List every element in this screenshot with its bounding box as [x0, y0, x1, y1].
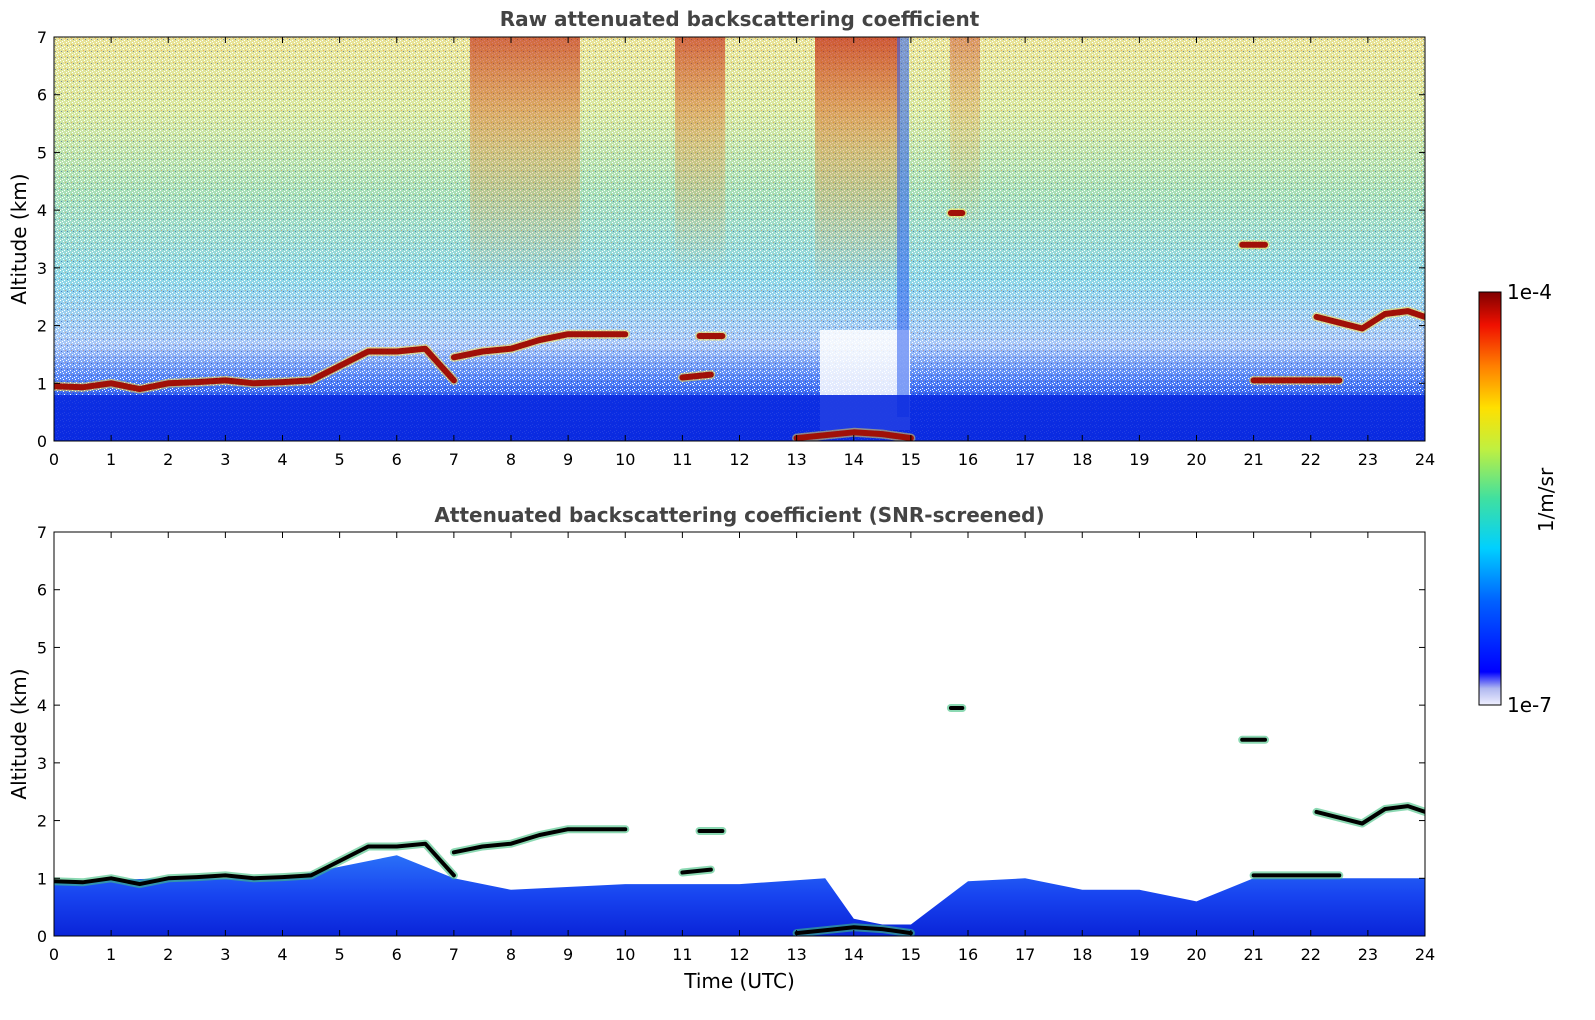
blue-beam-column — [897, 37, 909, 417]
x-tick-label: 1 — [106, 450, 116, 469]
snr-cloud-layer — [680, 867, 713, 875]
colorbar-max-label: 1e-4 — [1507, 280, 1552, 304]
x-tick-label: 23 — [1358, 450, 1378, 469]
x-tick-label: 22 — [1301, 450, 1321, 469]
y-tick-label: 3 — [37, 259, 47, 278]
y-tick-label: 6 — [37, 581, 47, 600]
x-tick-label: 6 — [392, 450, 402, 469]
x-tick-label: 18 — [1072, 450, 1092, 469]
x-tick-label: 13 — [786, 450, 806, 469]
top-noise-texture — [54, 37, 1425, 441]
x-tick-label: 9 — [563, 945, 573, 964]
x-tick-label: 19 — [1129, 945, 1149, 964]
x-tick-label: 7 — [449, 450, 459, 469]
snr-boundary-layer — [54, 855, 1425, 936]
x-tick-label: 8 — [506, 450, 516, 469]
bottom-y-axis-label: Altitude (km) — [7, 668, 31, 799]
cloud-layer — [679, 371, 714, 381]
x-tick-label: 17 — [1015, 450, 1035, 469]
x-tick-label: 11 — [672, 945, 692, 964]
y-tick-label: 3 — [37, 754, 47, 773]
y-tick-label: 5 — [37, 638, 47, 657]
snr-cloud-layer — [1314, 804, 1425, 826]
y-tick-label: 1 — [37, 374, 47, 393]
cloud-layer — [450, 331, 629, 361]
bottom-x-axis-label: Time (UTC) — [683, 969, 795, 993]
plume-16h — [950, 37, 980, 237]
snr-cloud-layer — [794, 925, 913, 936]
x-tick-label: 3 — [220, 450, 230, 469]
top-y-axis-label: Altitude (km) — [7, 173, 31, 304]
x-tick-label: 4 — [277, 450, 287, 469]
x-tick-label: 6 — [392, 945, 402, 964]
y-tick-label: 2 — [37, 317, 47, 336]
x-tick-label: 12 — [729, 450, 749, 469]
bottom-plot-area — [54, 532, 1425, 936]
x-tick-label: 21 — [1243, 945, 1263, 964]
x-tick-label: 15 — [901, 945, 921, 964]
snr-cloud-layer — [451, 827, 628, 855]
x-tick-label: 3 — [220, 945, 230, 964]
top-plot-area — [54, 37, 1425, 441]
top-boundary-layer — [54, 395, 1425, 441]
snr-cloud-layer — [54, 841, 456, 887]
x-tick-label: 5 — [335, 945, 345, 964]
y-tick-label: 0 — [37, 432, 47, 451]
top-axis-ticks: 0 1 2 3 4 5 6 7 8 9 10 11 12 13 14 15 16 17 18 19 20 21 22 23 24… — [37, 28, 1435, 469]
x-tick-label: 1 — [106, 945, 116, 964]
x-tick-label: 16 — [958, 945, 978, 964]
y-tick-label: 4 — [37, 201, 47, 220]
x-tick-label: 8 — [506, 945, 516, 964]
x-tick-label: 5 — [335, 450, 345, 469]
x-tick-label: 24 — [1415, 945, 1435, 964]
top-cloud-layers — [54, 208, 1425, 441]
y-tick-label: 6 — [37, 86, 47, 105]
cloud-layer — [1313, 308, 1425, 332]
bottom-axis-ticks: 0 1 2 3 4 5 6 7 8 9 10 11 12 13 14 15 16 17 18 19 20 21 22 23 24… — [37, 523, 1435, 964]
x-tick-label: 0 — [49, 945, 59, 964]
y-tick-label: 7 — [37, 523, 47, 542]
y-tick-label: 5 — [37, 143, 47, 162]
y-tick-label: 1 — [37, 869, 47, 888]
x-tick-label: 15 — [901, 450, 921, 469]
y-tick-label: 7 — [37, 28, 47, 47]
top-chart-title: Raw attenuated backscattering coefficien… — [500, 7, 980, 31]
y-tick-label: 0 — [37, 927, 47, 946]
x-tick-label: 12 — [729, 945, 749, 964]
x-tick-label: 10 — [615, 945, 635, 964]
x-tick-label: 22 — [1301, 945, 1321, 964]
x-tick-label: 9 — [563, 450, 573, 469]
x-tick-label: 2 — [163, 450, 173, 469]
x-tick-label: 2 — [163, 945, 173, 964]
x-tick-label: 17 — [1015, 945, 1035, 964]
x-tick-label: 10 — [615, 450, 635, 469]
x-tick-label: 13 — [786, 945, 806, 964]
x-tick-label: 14 — [844, 450, 864, 469]
y-tick-label: 2 — [37, 812, 47, 831]
x-tick-label: 16 — [958, 450, 978, 469]
x-tick-label: 11 — [672, 450, 692, 469]
x-tick-label: 20 — [1186, 450, 1206, 469]
plume-11h — [675, 37, 725, 277]
x-tick-label: 20 — [1186, 945, 1206, 964]
x-tick-label: 14 — [844, 945, 864, 964]
y-tick-label: 4 — [37, 696, 47, 715]
x-tick-label: 4 — [277, 945, 287, 964]
colorbar-units-label: 1/m/sr — [1534, 467, 1558, 532]
plume-7-9h — [470, 37, 580, 297]
plume-13-15h — [815, 37, 900, 297]
x-tick-label: 7 — [449, 945, 459, 964]
cloud-layer — [54, 345, 457, 393]
x-tick-label: 23 — [1358, 945, 1378, 964]
x-tick-label: 19 — [1129, 450, 1149, 469]
bottom-cloud-layers — [54, 704, 1425, 936]
cloud-layer — [793, 429, 914, 441]
colorbar-min-label: 1e-7 — [1507, 693, 1552, 717]
x-tick-label: 24 — [1415, 450, 1435, 469]
bottom-chart-title: Attenuated backscattering coefficient (S… — [434, 503, 1044, 527]
x-tick-label: 21 — [1243, 450, 1263, 469]
colorbar — [1478, 291, 1502, 706]
x-tick-label: 18 — [1072, 945, 1092, 964]
x-tick-label: 0 — [49, 450, 59, 469]
